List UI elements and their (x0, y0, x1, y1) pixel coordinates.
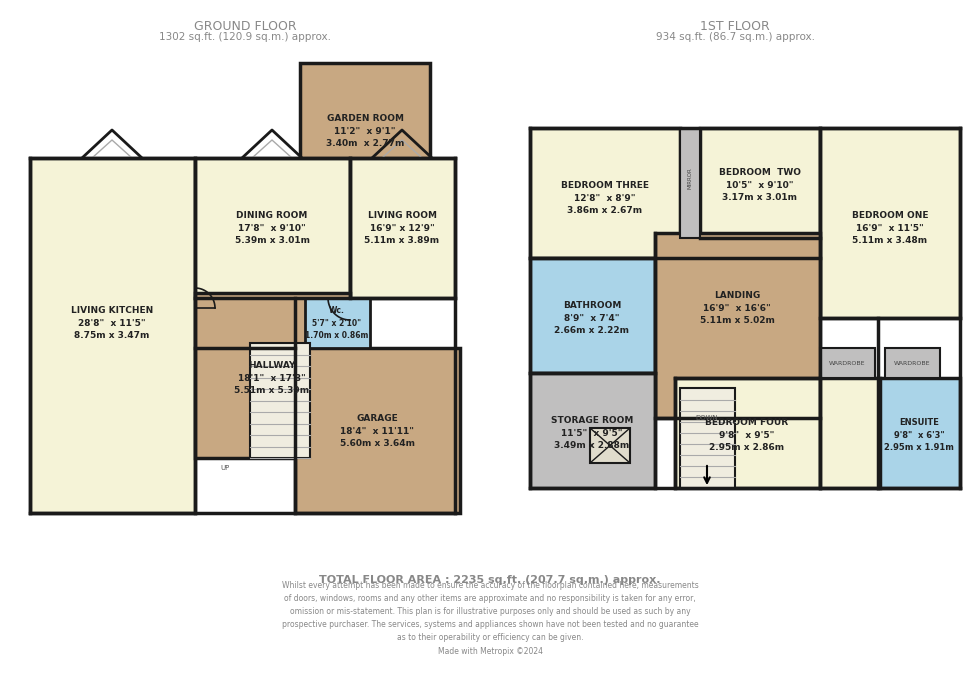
Bar (820, 128, 960, 318)
Bar (195, 158, 350, 298)
Text: GARAGE
18'4"  x 11'11"
5.60m x 3.64m: GARAGE 18'4" x 11'11" 5.60m x 3.64m (339, 414, 415, 448)
Bar (680, 128, 700, 238)
Bar (530, 128, 680, 258)
Bar (820, 378, 880, 488)
Text: DINING ROOM
17'8"  x 9'10"
5.39m x 3.01m: DINING ROOM 17'8" x 9'10" 5.39m x 3.01m (234, 211, 310, 245)
Text: WARDROBE: WARDROBE (894, 361, 930, 365)
Text: Wc.
5'7" x 2'10"
1.70m x 0.86m: Wc. 5'7" x 2'10" 1.70m x 0.86m (306, 306, 368, 340)
Text: BEDROOM FOUR
9'8"  x 9'5"
2.95m x 2.86m: BEDROOM FOUR 9'8" x 9'5" 2.95m x 2.86m (706, 418, 789, 452)
Text: BEDROOM  TWO
10'5"  x 9'10"
3.17m x 3.01m: BEDROOM TWO 10'5" x 9'10" 3.17m x 3.01m (719, 168, 801, 202)
Text: BEDROOM THREE
12'8"  x 8'9"
3.86m x 2.67m: BEDROOM THREE 12'8" x 8'9" 3.86m x 2.67m (561, 181, 649, 215)
Bar (885, 348, 940, 378)
Bar (250, 343, 310, 458)
Bar (300, 63, 430, 183)
Text: BEDROOM ONE
16'9"  x 11'5"
5.11m x 3.48m: BEDROOM ONE 16'9" x 11'5" 5.11m x 3.48m (852, 211, 928, 245)
Text: LIVING KITCHEN
28'8"  x 11'5"
8.75m x 3.47m: LIVING KITCHEN 28'8" x 11'5" 8.75m x 3.4… (71, 306, 153, 340)
Text: WARDROBE: WARDROBE (829, 361, 865, 365)
Text: Whilst every attempt has been made to ensure the accuracy of the floorplan conta: Whilst every attempt has been made to en… (281, 581, 699, 656)
Text: 1ST FLOOR: 1ST FLOOR (700, 19, 770, 32)
Bar (700, 128, 820, 238)
Text: 934 sq.ft. (86.7 sq.m.) approx.: 934 sq.ft. (86.7 sq.m.) approx. (656, 32, 814, 42)
Bar (305, 298, 370, 348)
Text: 1302 sq.ft. (120.9 sq.m.) approx.: 1302 sq.ft. (120.9 sq.m.) approx. (159, 32, 331, 42)
Text: DOWN: DOWN (696, 415, 718, 421)
Bar (530, 373, 655, 488)
Bar (295, 348, 460, 513)
Bar (675, 378, 820, 488)
Text: GROUND FLOOR: GROUND FLOOR (194, 19, 296, 32)
Text: LIVING ROOM
16'9" x 12'9"
5.11m x 3.89m: LIVING ROOM 16'9" x 12'9" 5.11m x 3.89m (365, 211, 440, 245)
Bar (350, 158, 455, 298)
Bar (195, 293, 350, 458)
Bar (30, 158, 195, 513)
Bar (590, 428, 630, 463)
Bar (530, 258, 655, 373)
Bar (655, 233, 820, 418)
Text: LANDING
16'9"  x 16'6"
5.11m x 5.02m: LANDING 16'9" x 16'6" 5.11m x 5.02m (700, 291, 774, 325)
Text: UP: UP (220, 465, 229, 471)
Bar (878, 378, 960, 488)
Text: GARDEN ROOM
11'2"  x 9'1"
3.40m  x 2.77m: GARDEN ROOM 11'2" x 9'1" 3.40m x 2.77m (325, 114, 404, 148)
Text: ENSUITE
9'8"  x 6'3"
2.95m x 1.91m: ENSUITE 9'8" x 6'3" 2.95m x 1.91m (884, 418, 954, 452)
Bar (820, 348, 875, 378)
Text: BATHROOM
8'9"  x 7'4"
2.66m x 2.22m: BATHROOM 8'9" x 7'4" 2.66m x 2.22m (555, 301, 629, 335)
Text: STORAGE ROOM
11'5"  x 9'5"
3.49m x 2.88m: STORAGE ROOM 11'5" x 9'5" 3.49m x 2.88m (551, 416, 633, 450)
Text: MIRROR: MIRROR (688, 167, 693, 189)
Bar (680, 388, 735, 488)
Text: TOTAL FLOOR AREA : 2235 sq.ft. (207.7 sq.m.) approx.: TOTAL FLOOR AREA : 2235 sq.ft. (207.7 sq… (319, 575, 661, 585)
Text: HALLWAY
18'1"  x 17'8"
5.51m x 5.39m: HALLWAY 18'1" x 17'8" 5.51m x 5.39m (234, 361, 310, 395)
